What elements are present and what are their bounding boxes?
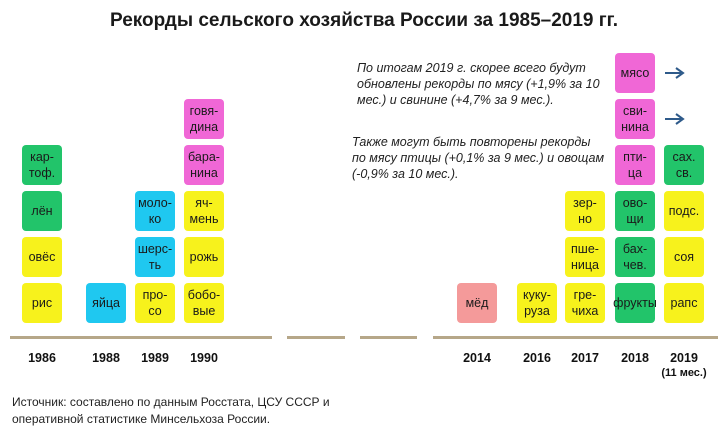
arrow-head-icon — [675, 67, 685, 79]
baseline-segment — [360, 336, 417, 339]
record-tile: фрукты — [613, 283, 657, 323]
year-label: 2019 — [670, 351, 698, 365]
record-tile: рожь — [184, 237, 224, 277]
record-tile: яйца — [86, 283, 126, 323]
source-note: Источник: составлено по данным Росстата,… — [12, 395, 330, 426]
baseline-segment — [10, 336, 272, 339]
year-label: 2018 — [621, 351, 649, 365]
record-tile: пти- ца — [615, 145, 655, 185]
record-tile: мёд — [457, 283, 497, 323]
arrow-head-icon — [675, 113, 685, 125]
record-tile: соя — [664, 237, 704, 277]
note-2019-main: По итогам 2019 г. скорее всего будут обн… — [357, 61, 600, 107]
record-tile: говя- дина — [184, 99, 224, 139]
year-label: 1990 — [190, 351, 218, 365]
note-2019-possible: Также могут быть повторены рекорды по мя… — [352, 135, 605, 181]
year-label: 1988 — [92, 351, 120, 365]
record-tile: бобо- вые — [184, 283, 224, 323]
record-tile: яч- мень — [184, 191, 224, 231]
record-tile: про- со — [135, 283, 175, 323]
record-tile: сви- нина — [615, 99, 655, 139]
record-tile: мясо — [615, 53, 655, 93]
record-tile: гре- чиха — [565, 283, 605, 323]
baseline-segment — [287, 336, 345, 339]
record-tile: рапс — [664, 283, 704, 323]
year-label: 2016 — [523, 351, 551, 365]
record-tile: овёс — [22, 237, 62, 277]
record-tile: шерс- ть — [135, 237, 175, 277]
year-label: 2017 — [571, 351, 599, 365]
baseline-segment — [433, 336, 718, 339]
record-tile: рис — [22, 283, 62, 323]
record-tile: сах. св. — [664, 145, 704, 185]
year-label: 2014 — [463, 351, 491, 365]
record-tile: моло- ко — [135, 191, 175, 231]
record-tile: куку- руза — [517, 283, 557, 323]
record-tile: кар- тоф. — [22, 145, 62, 185]
record-tile: бара- нина — [184, 145, 224, 185]
year-label: 1986 — [28, 351, 56, 365]
record-tile: зер- но — [565, 191, 605, 231]
record-tile: подс. — [664, 191, 704, 231]
record-tile: лён — [22, 191, 62, 231]
record-tile: бах- чев. — [615, 237, 655, 277]
chart-title: Рекорды сельского хозяйства России за 19… — [110, 10, 618, 31]
year-label: 1989 — [141, 351, 169, 365]
record-tile: ово- щи — [615, 191, 655, 231]
year-sublabel: (11 мес.) — [661, 367, 707, 379]
record-tile: пше- ница — [565, 237, 605, 277]
